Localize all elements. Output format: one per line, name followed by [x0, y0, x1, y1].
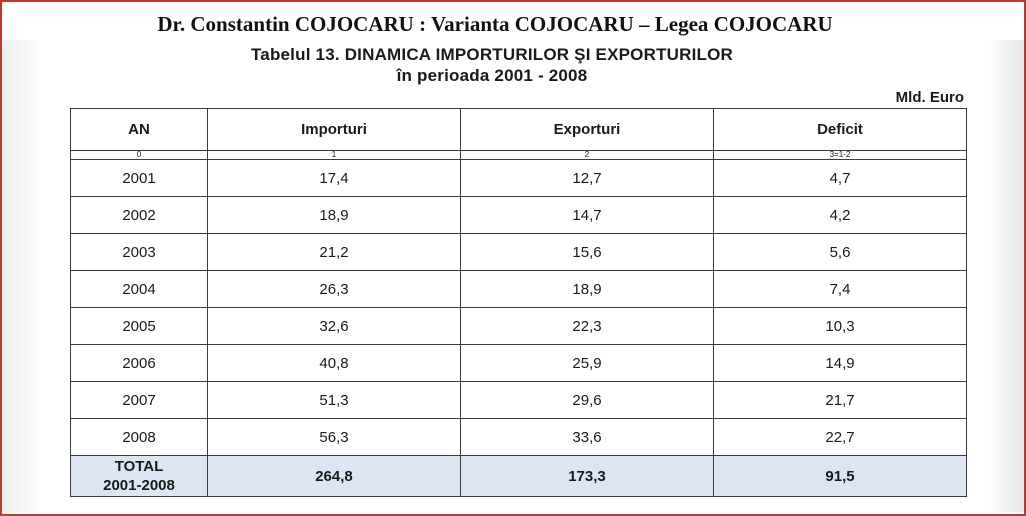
- imports-cell: 56,3: [207, 418, 461, 456]
- column-index: 0: [70, 150, 208, 160]
- table-row: 2004 26,3 18,9 7,4: [70, 270, 967, 308]
- year-cell: 2007: [70, 381, 208, 419]
- imports-cell: 51,3: [207, 381, 461, 419]
- exports-cell: 12,7: [460, 159, 714, 197]
- table-subtitle: în perioada 2001 - 2008: [396, 66, 588, 85]
- table-row: 2007 51,3 29,6 21,7: [70, 381, 967, 419]
- column-index-row: 0 1 2 3=1-2: [70, 150, 967, 160]
- year-cell: 2001: [70, 159, 208, 197]
- table-row: 2005 32,6 22,3 10,3: [70, 307, 967, 345]
- header-row: AN Importuri Exporturi Deficit: [70, 108, 967, 151]
- imports-cell: 26,3: [207, 270, 461, 308]
- table-row: 2006 40,8 25,9 14,9: [70, 344, 967, 382]
- deficit-cell: 21,7: [713, 381, 967, 419]
- year-cell: 2004: [70, 270, 208, 308]
- exports-cell: 15,6: [460, 233, 714, 271]
- exports-cell: 18,9: [460, 270, 714, 308]
- total-label-cell: TOTAL 2001-2008: [70, 455, 208, 497]
- imports-cell: 17,4: [207, 159, 461, 197]
- year-cell: 2002: [70, 196, 208, 234]
- deficit-cell: 10,3: [713, 307, 967, 345]
- exports-cell: 22,3: [460, 307, 714, 345]
- author-header: Dr. Constantin COJOCARU : Varianta COJOC…: [157, 12, 833, 36]
- column-header-exporturi: Exporturi: [460, 108, 714, 151]
- exports-cell: 33,6: [460, 418, 714, 456]
- imports-cell: 21,2: [207, 233, 461, 271]
- deficit-cell: 5,6: [713, 233, 967, 271]
- unit-label: Mld. Euro: [895, 89, 964, 106]
- table-row: 2003 21,2 15,6 5,6: [70, 233, 967, 271]
- total-exports-cell: 173,3: [460, 455, 714, 497]
- total-row: TOTAL 2001-2008 264,8 173,3 91,5: [70, 455, 967, 497]
- year-cell: 2006: [70, 344, 208, 382]
- table-slide: Tabelul 13. DINAMICA IMPORTURILOR ŞI EXP…: [42, 40, 988, 514]
- exports-cell: 14,7: [460, 196, 714, 234]
- column-header-importuri: Importuri: [207, 108, 461, 151]
- table-title: Tabelul 13. DINAMICA IMPORTURILOR ŞI EXP…: [250, 45, 734, 64]
- imports-cell: 32,6: [207, 307, 461, 345]
- column-index: 2: [460, 150, 714, 160]
- exports-cell: 25,9: [460, 344, 714, 382]
- deficit-cell: 7,4: [713, 270, 967, 308]
- deficit-cell: 14,9: [713, 344, 967, 382]
- left-margin-shade: [2, 40, 42, 512]
- column-header-an: AN: [70, 108, 208, 151]
- year-cell: 2005: [70, 307, 208, 345]
- total-period: 2001-2008: [103, 477, 175, 494]
- column-header-deficit: Deficit: [713, 108, 967, 151]
- data-table: AN Importuri Exporturi Deficit 0 1 2 3=1…: [70, 108, 967, 497]
- imports-cell: 18,9: [207, 196, 461, 234]
- column-index: 1: [207, 150, 461, 160]
- table-row: 2008 56,3 33,6 22,7: [70, 418, 967, 456]
- table-row: 2002 18,9 14,7 4,2: [70, 196, 967, 234]
- deficit-cell: 4,2: [713, 196, 967, 234]
- imports-cell: 40,8: [207, 344, 461, 382]
- column-index: 3=1-2: [713, 150, 967, 160]
- deficit-cell: 4,7: [713, 159, 967, 197]
- year-cell: 2003: [70, 233, 208, 271]
- exports-cell: 29,6: [460, 381, 714, 419]
- total-deficit-cell: 91,5: [713, 455, 967, 497]
- total-imports-cell: 264,8: [207, 455, 461, 497]
- year-cell: 2008: [70, 418, 208, 456]
- table-row: 2001 17,4 12,7 4,7: [70, 159, 967, 197]
- right-margin-shade: [990, 40, 1024, 512]
- total-label: TOTAL: [114, 458, 164, 475]
- deficit-cell: 22,7: [713, 418, 967, 456]
